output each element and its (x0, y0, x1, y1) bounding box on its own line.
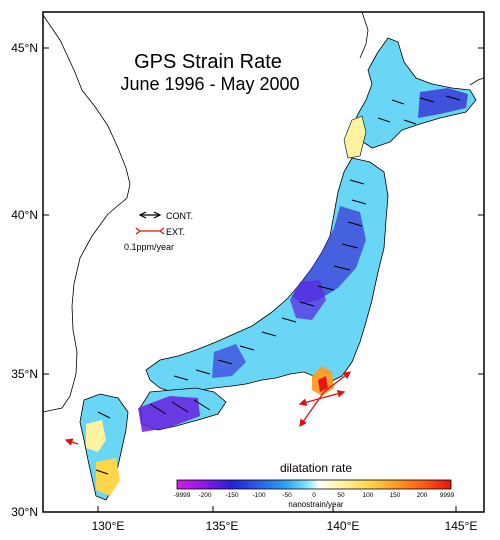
lon-label-130: 130°E (92, 519, 125, 533)
arrow-legend: CONT. EXT. 0.1ppm/year (124, 211, 193, 252)
shikoku-compression (138, 396, 200, 432)
compression-arrow (347, 221, 363, 227)
honshu-compression-band (292, 206, 366, 304)
compression-arrow (317, 285, 335, 291)
compression-arrow (341, 243, 359, 249)
colorbar-tick: 200 (417, 492, 428, 499)
lat-axis (43, 47, 484, 375)
hokkaido-compression-zone (418, 88, 468, 118)
colorbar-bar (176, 479, 452, 490)
map-title: GPS Strain Rate (134, 51, 282, 73)
continent-coastline (43, 14, 131, 413)
kinki-compression (212, 344, 246, 378)
legend-compression-label: CONT. (166, 211, 193, 221)
lon-label-135: 135°E (206, 519, 239, 533)
izu-extension-core (318, 376, 328, 392)
extension-arrow (64, 438, 79, 446)
compression-arrow (193, 399, 211, 411)
lat-label-35: 35°N (11, 367, 38, 381)
compression-arrow (351, 199, 367, 205)
extension-arrow (299, 391, 325, 428)
compression-arrow (97, 411, 111, 419)
colorbar-tick: 0 (312, 492, 316, 499)
kyushu-south-extension (96, 458, 120, 496)
compression-arrow (403, 119, 417, 125)
map-frame-border (42, 11, 485, 513)
compression-arrow (419, 97, 435, 103)
colorbar-tick: 100 (363, 492, 374, 499)
legend-extension-label: EXT. (166, 227, 185, 237)
legend-scale-label: 0.1ppm/year (124, 242, 174, 252)
colorbar-tick: -50 (282, 492, 292, 499)
compression-arrow (195, 369, 211, 375)
izu-extension-arrows (64, 371, 352, 446)
lon-label-145: 145°E (445, 519, 478, 533)
kyushu-north-extension (86, 420, 106, 452)
colorbar-tick: -150 (225, 492, 238, 499)
compression-arrow (281, 317, 297, 323)
compression-arrow (333, 265, 351, 271)
compression-arrow (95, 469, 109, 475)
colorbar-tick: -100 (252, 492, 265, 499)
compression-arrow (171, 401, 189, 413)
compression-arrow (391, 99, 405, 105)
compression-arrow (349, 179, 365, 185)
compression-arrow (261, 331, 277, 337)
colorbar-tick: -200 (198, 492, 211, 499)
colorbar-tick-labels: -9999 -200 -150 -100 -50 0 50 100 150 20… (174, 492, 455, 499)
extension-arrow (321, 389, 346, 399)
extension-arrow (323, 371, 352, 393)
legend-extension-arrowhead (135, 227, 165, 235)
hokkaido-land (351, 37, 477, 149)
lon-label-140: 140°E (327, 519, 360, 533)
colorbar-tick: 150 (390, 492, 401, 499)
dilatation-field (79, 37, 477, 501)
colorbar-unit: nanostrain/year (288, 500, 343, 509)
colorbar-tick: 50 (337, 492, 345, 499)
sakhalin-coastline (359, 12, 369, 59)
compression-arrow (239, 345, 255, 351)
legend-compression-arrowhead (138, 211, 162, 219)
hokkaido-extension-zone (343, 115, 367, 159)
strain-arrows (95, 95, 461, 475)
colorbar-tick: -9999 (174, 492, 191, 499)
compression-arrow (299, 301, 315, 307)
compression-arrow (377, 117, 391, 123)
compression-arrow (217, 359, 233, 365)
compression-arrow (173, 375, 189, 381)
lat-label-45: 45°N (11, 41, 38, 55)
lat-label-40: 40°N (11, 208, 38, 222)
kuril-coastline (469, 77, 484, 86)
compression-arrow (149, 403, 167, 415)
map-layers (43, 12, 484, 501)
lat-label-30: 30°N (11, 505, 38, 519)
colorbar-tick: 9999 (440, 492, 455, 499)
central-japan-compression (290, 280, 326, 320)
compression-arrow (445, 95, 461, 101)
map-subtitle: June 1996 - May 2000 (120, 74, 299, 94)
colorbar-title: dilatation rate (280, 461, 352, 475)
extension-arrow (298, 397, 323, 407)
lon-axis (97, 506, 457, 512)
